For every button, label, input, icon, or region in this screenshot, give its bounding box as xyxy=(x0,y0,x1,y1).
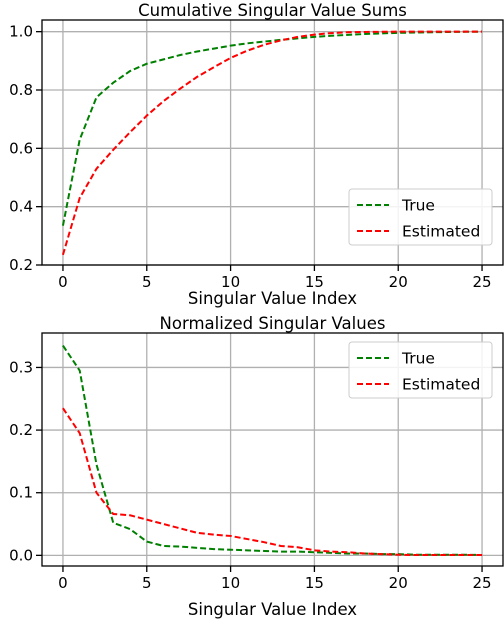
y-tick-label: 1.0 xyxy=(9,23,33,41)
chart-title: Cumulative Singular Value Sums xyxy=(138,1,407,20)
series-line-estimated xyxy=(62,407,483,557)
x-tick-label: 25 xyxy=(472,273,491,291)
legend: True Estimated xyxy=(348,341,493,399)
y-tick-label: 0.1 xyxy=(9,484,33,502)
chart-title: Normalized Singular Values xyxy=(160,314,386,333)
x-tick-label: 25 xyxy=(472,574,491,592)
y-tick-label: 0.3 xyxy=(9,358,33,376)
x-tick-label: 20 xyxy=(389,574,408,592)
chart-panel-1: 0 5 10 15 20 25 0.2 0.4 0.6 0.8 1.0 Cumulative Sing… xyxy=(9,1,504,308)
x-tick-label: 15 xyxy=(305,574,324,592)
legend-label-estimated: Estimated xyxy=(402,223,480,241)
x-tick-label: 5 xyxy=(142,574,152,592)
x-tick-label: 0 xyxy=(58,574,68,592)
legend-label-true: True xyxy=(401,350,435,368)
x-tick-label: 0 xyxy=(58,273,68,291)
y-tick-label: 0.0 xyxy=(9,546,33,564)
x-tick-label: 5 xyxy=(142,273,152,291)
y-tick-label: 0.4 xyxy=(9,198,33,216)
x-tick-label: 15 xyxy=(305,273,324,291)
series-line-estimated xyxy=(61,30,483,256)
x-axis-label: Singular Value Index xyxy=(188,289,357,308)
legend: True Estimated xyxy=(348,188,493,246)
x-axis-label: Singular Value Index xyxy=(188,600,357,619)
x-tick-label: 10 xyxy=(221,273,240,291)
x-tick-label: 20 xyxy=(389,273,408,291)
legend-label-true: True xyxy=(401,197,435,215)
x-tick-label: 10 xyxy=(221,574,240,592)
y-tick-label: 0.2 xyxy=(9,421,33,439)
series-line-true xyxy=(62,344,483,557)
chart-panel-2: 0 5 10 15 20 25 0.0 0.1 0.2 0.3 Normalized Singula… xyxy=(9,314,504,619)
y-tick-label: 0.6 xyxy=(9,139,33,157)
axes-frame xyxy=(41,332,504,567)
axes-frame xyxy=(41,19,504,266)
y-tick-label: 0.8 xyxy=(9,81,33,99)
legend-label-estimated: Estimated xyxy=(402,376,480,394)
y-tick-label: 0.2 xyxy=(9,256,33,274)
